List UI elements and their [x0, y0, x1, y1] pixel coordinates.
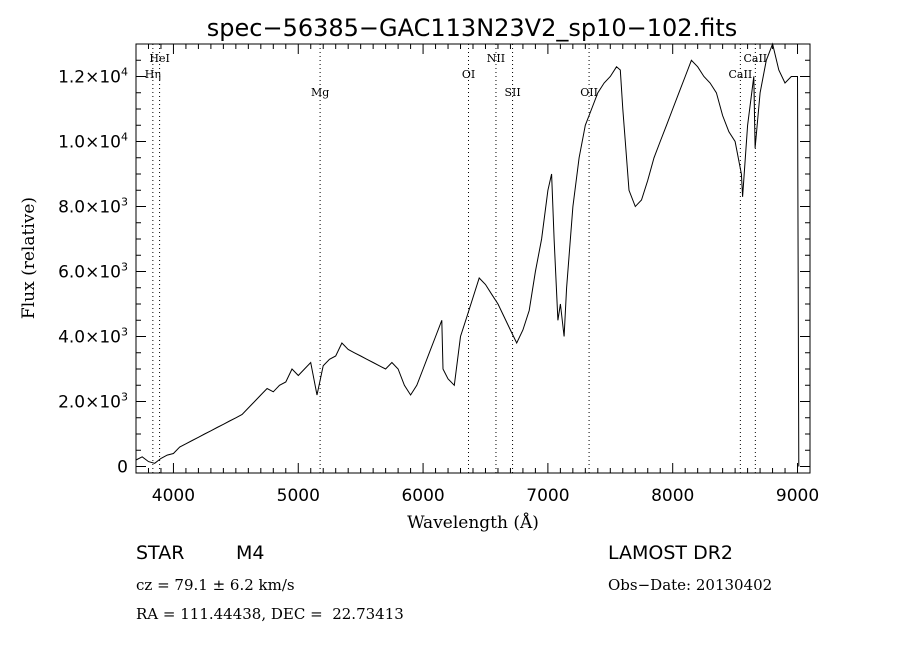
line-marker-label: NII: [487, 52, 505, 65]
x-tick-label: 6000: [401, 486, 444, 506]
x-tick-label: 8000: [651, 486, 694, 506]
plot-frame: [135, 43, 811, 474]
line-marker-label: Mg: [311, 86, 329, 99]
x-tick-label: 7000: [526, 486, 569, 506]
observation-date: Obs−Date: 20130402: [608, 576, 773, 594]
y-tick-label: 4.0×103: [58, 326, 128, 348]
spectral-line-markers: HeI Hη Mg OI NII SII OII CaII CaII: [145, 44, 767, 473]
line-marker-label: Hη: [145, 68, 161, 81]
y-axis: 0 2.0×103 4.0×103 6.0×103 8.0×103 1.0×104 1.2×…: [58, 43, 810, 478]
y-tick-label: 0: [117, 458, 128, 478]
object-subclass: M4: [236, 542, 265, 564]
y-tick-label: 8.0×103: [58, 196, 128, 218]
survey-name: LAMOST DR2: [608, 542, 733, 564]
coordinates: RA = 111.44438, DEC = 22.73413: [136, 605, 404, 623]
y-tick-label: 1.2×104: [58, 66, 128, 88]
line-marker-label: SII: [504, 86, 520, 99]
x-tick-label: 5000: [277, 486, 320, 506]
x-tick-label: 4000: [152, 486, 195, 506]
line-marker-label: OI: [462, 68, 475, 81]
line-marker-label: HeI: [149, 52, 169, 65]
redshift-value: cz = 79.1 ± 6.2 km/s: [136, 576, 295, 594]
line-marker-label: CaII: [729, 68, 753, 81]
line-marker-label: CaII: [743, 52, 767, 65]
y-tick-label: 1.0×104: [58, 131, 128, 153]
y-tick-label: 6.0×103: [58, 261, 128, 283]
chart-title: spec−56385−GAC113N23V2_sp10−102.fits: [207, 14, 737, 42]
x-axis-title: Wavelength (Å): [407, 512, 539, 533]
y-axis-title: Flux (relative): [19, 197, 39, 319]
x-axis: 4000 5000 6000 7000 8000 9000: [135, 44, 819, 506]
spectrum-line: [135, 42, 800, 467]
x-tick-label: 9000: [776, 486, 819, 506]
line-marker-label: OII: [580, 86, 598, 99]
y-tick-label: 2.0×103: [58, 391, 128, 413]
object-class: STAR: [136, 542, 185, 564]
